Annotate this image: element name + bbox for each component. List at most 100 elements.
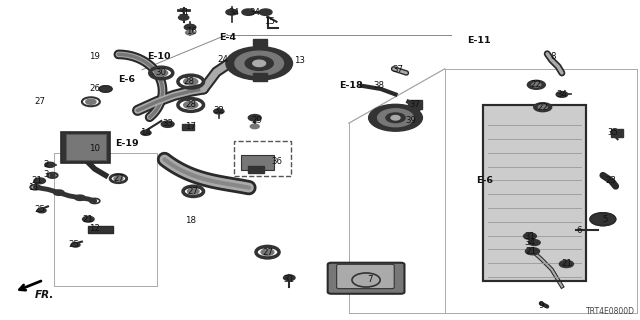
Text: E-6: E-6 [118, 75, 135, 84]
Circle shape [179, 15, 189, 20]
Text: 34: 34 [249, 8, 260, 17]
Circle shape [250, 124, 259, 129]
Bar [408, 100, 422, 109]
Circle shape [141, 130, 151, 135]
Text: 21: 21 [525, 247, 537, 256]
Circle shape [378, 109, 413, 127]
Text: 24: 24 [217, 55, 228, 64]
Text: 36: 36 [271, 157, 282, 166]
Text: 38: 38 [373, 81, 385, 90]
Text: 19: 19 [90, 52, 100, 60]
Text: 25: 25 [34, 205, 45, 214]
Text: 5: 5 [602, 215, 607, 224]
Circle shape [538, 105, 547, 109]
Text: 25: 25 [68, 240, 79, 249]
Circle shape [235, 51, 284, 76]
Circle shape [114, 176, 123, 181]
Text: 34: 34 [556, 90, 568, 99]
Text: 16: 16 [186, 27, 197, 36]
Text: E-6: E-6 [477, 176, 493, 185]
Circle shape [155, 70, 168, 76]
Text: 3: 3 [44, 170, 49, 179]
Circle shape [161, 121, 174, 127]
Text: 27: 27 [188, 187, 199, 196]
Text: 31: 31 [524, 232, 536, 241]
Text: 28: 28 [183, 77, 195, 86]
Circle shape [86, 99, 96, 104]
Text: 21: 21 [83, 215, 94, 224]
Text: 9: 9 [538, 301, 543, 310]
Text: 2: 2 [44, 160, 49, 169]
Text: 6: 6 [577, 226, 582, 235]
Circle shape [34, 178, 45, 184]
Circle shape [532, 83, 541, 87]
Circle shape [261, 249, 274, 255]
Text: 18: 18 [185, 216, 196, 225]
Circle shape [248, 115, 261, 121]
Text: 8: 8 [551, 52, 556, 60]
Bar [253, 39, 267, 47]
Text: 37: 37 [392, 65, 404, 74]
Text: 33: 33 [162, 119, 173, 128]
Circle shape [245, 56, 273, 70]
Text: 32: 32 [213, 106, 225, 115]
Circle shape [525, 248, 540, 255]
Text: 34: 34 [228, 8, 239, 17]
Text: 27: 27 [113, 174, 124, 183]
Circle shape [37, 208, 46, 213]
Text: 21: 21 [561, 260, 572, 268]
Text: 27: 27 [262, 248, 273, 257]
Text: E-19: E-19 [115, 139, 138, 148]
Circle shape [259, 9, 272, 15]
Circle shape [242, 9, 255, 15]
Text: 22: 22 [531, 80, 542, 89]
Text: 31: 31 [284, 276, 295, 284]
Text: E-10: E-10 [147, 52, 170, 60]
Text: 14: 14 [140, 128, 152, 137]
Circle shape [529, 240, 540, 245]
Text: 22: 22 [537, 103, 548, 112]
Text: 39: 39 [406, 116, 416, 125]
Text: 28: 28 [185, 100, 196, 109]
Circle shape [184, 101, 198, 108]
Circle shape [99, 86, 112, 92]
Text: 29: 29 [252, 116, 262, 125]
Circle shape [527, 80, 545, 89]
Circle shape [184, 78, 198, 85]
FancyBboxPatch shape [483, 105, 586, 281]
FancyBboxPatch shape [61, 132, 110, 163]
Circle shape [391, 116, 400, 120]
Circle shape [226, 47, 292, 80]
Circle shape [590, 213, 616, 226]
Circle shape [226, 9, 237, 15]
Text: E-18: E-18 [339, 81, 363, 90]
Text: 17: 17 [185, 122, 196, 131]
Text: 11: 11 [28, 183, 39, 192]
Circle shape [83, 216, 94, 222]
Text: 34: 34 [524, 238, 536, 247]
Circle shape [50, 174, 55, 177]
Circle shape [534, 103, 552, 112]
Circle shape [184, 24, 196, 30]
Circle shape [524, 233, 536, 239]
Text: 37: 37 [409, 100, 420, 108]
Text: 21: 21 [31, 176, 43, 185]
Text: 7: 7 [367, 276, 372, 284]
Text: 35: 35 [607, 128, 619, 137]
FancyBboxPatch shape [241, 155, 274, 170]
Circle shape [284, 275, 295, 281]
Text: FR.: FR. [35, 290, 54, 300]
Text: 13: 13 [294, 56, 305, 65]
Text: TRT4E0800D: TRT4E0800D [586, 307, 635, 316]
Circle shape [188, 188, 199, 194]
Circle shape [71, 243, 80, 247]
Circle shape [369, 104, 422, 131]
FancyBboxPatch shape [328, 263, 404, 294]
Circle shape [386, 113, 405, 123]
Text: 30: 30 [156, 68, 167, 77]
FancyBboxPatch shape [66, 134, 106, 160]
Text: 23: 23 [605, 176, 617, 185]
Text: E-4: E-4 [219, 33, 236, 42]
FancyBboxPatch shape [88, 226, 113, 233]
Circle shape [45, 162, 55, 167]
